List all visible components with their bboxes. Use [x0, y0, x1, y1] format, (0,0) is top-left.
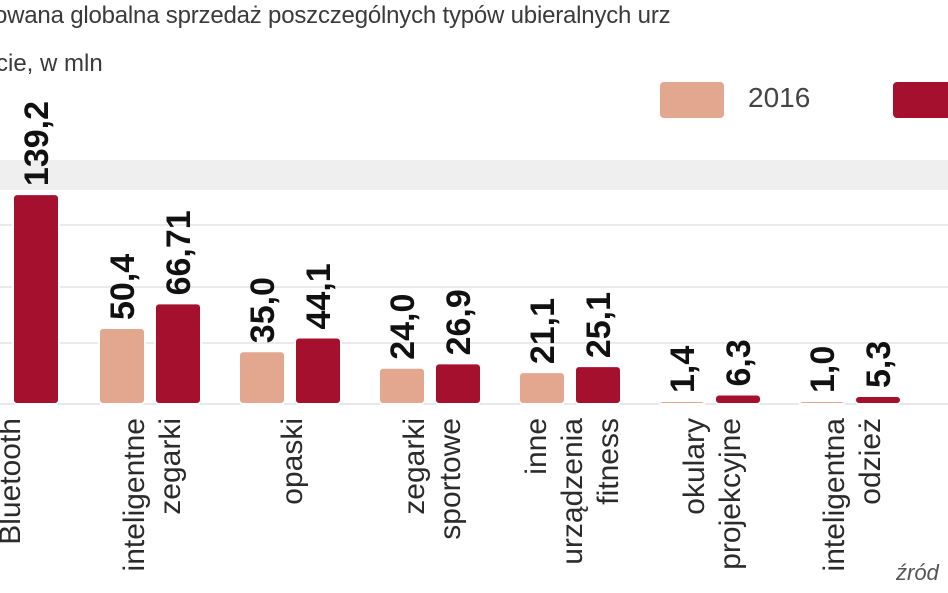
source-note: źród — [896, 560, 939, 585]
chart-title: owana globalna sprzedaż poszczególnych t… — [0, 2, 671, 29]
data-label-s0-c6: 1,0 — [804, 346, 842, 393]
bar-s0-c2 — [238, 350, 286, 405]
data-label-s0-c3: 24,0 — [384, 294, 422, 360]
category-label-c1-l0: inteligentne — [118, 418, 151, 571]
bar-s0-c6 — [798, 400, 846, 405]
bar-s1-c6 — [854, 395, 902, 405]
bar-s0-c3 — [378, 366, 426, 406]
category-label-c6-l0: inteligentna — [818, 418, 851, 572]
bar-s1-c1 — [154, 302, 202, 405]
bar-s1-c5 — [714, 393, 762, 406]
data-label-s1-c1: 66,71 — [160, 210, 198, 295]
data-label-s0-c2: 35,0 — [244, 277, 282, 343]
data-label-s1-c5: 6,3 — [720, 339, 758, 386]
legend-swatch-2017 — [893, 82, 948, 118]
category-label-c0-l0: Bluetooth — [0, 418, 27, 545]
bar-s1-c3 — [434, 362, 482, 406]
data-label-s0-c5: 1,4 — [664, 346, 702, 393]
bar-s0-c1 — [98, 326, 146, 405]
data-label-s1-c0: 139,2 — [18, 101, 56, 186]
category-label-c4-l1: urządzenia — [556, 418, 589, 565]
data-label-s1-c6: 5,3 — [860, 341, 898, 388]
data-label-s0-c1: 50,4 — [104, 254, 142, 320]
category-label-c3-l1: sportowe — [434, 418, 467, 540]
category-label-c6-l1: odzież — [854, 418, 887, 505]
legend-swatch-2016 — [660, 82, 724, 118]
legend-label-2016: 2016 — [748, 82, 811, 113]
category-label-c4-l0: inne — [520, 418, 553, 475]
data-label-s1-c2: 44,1 — [300, 263, 338, 329]
bar-s0-c4 — [518, 371, 566, 406]
bar-s1-c0 — [12, 193, 60, 405]
category-label-c3-l0: zegarki — [398, 418, 431, 515]
data-label-s0-c4: 21,1 — [524, 298, 562, 364]
category-label-c2-l0: opaski — [276, 418, 309, 505]
data-label-s1-c3: 26,9 — [440, 289, 478, 355]
category-label-c4-l2: fitness — [592, 418, 625, 505]
category-label-c5-l1: projekcyjne — [714, 418, 747, 570]
data-label-s1-c4: 25,1 — [580, 292, 618, 358]
bar-s1-c4 — [574, 365, 622, 405]
category-label-c5-l0: okulary — [678, 418, 711, 515]
bar-s1-c2 — [294, 336, 342, 405]
bar-s0-c5 — [658, 400, 706, 405]
category-label-c1-l1: zegarki — [154, 418, 187, 515]
chart-subtitle: cie, w mln — [0, 50, 103, 77]
plot-band — [0, 160, 948, 190]
